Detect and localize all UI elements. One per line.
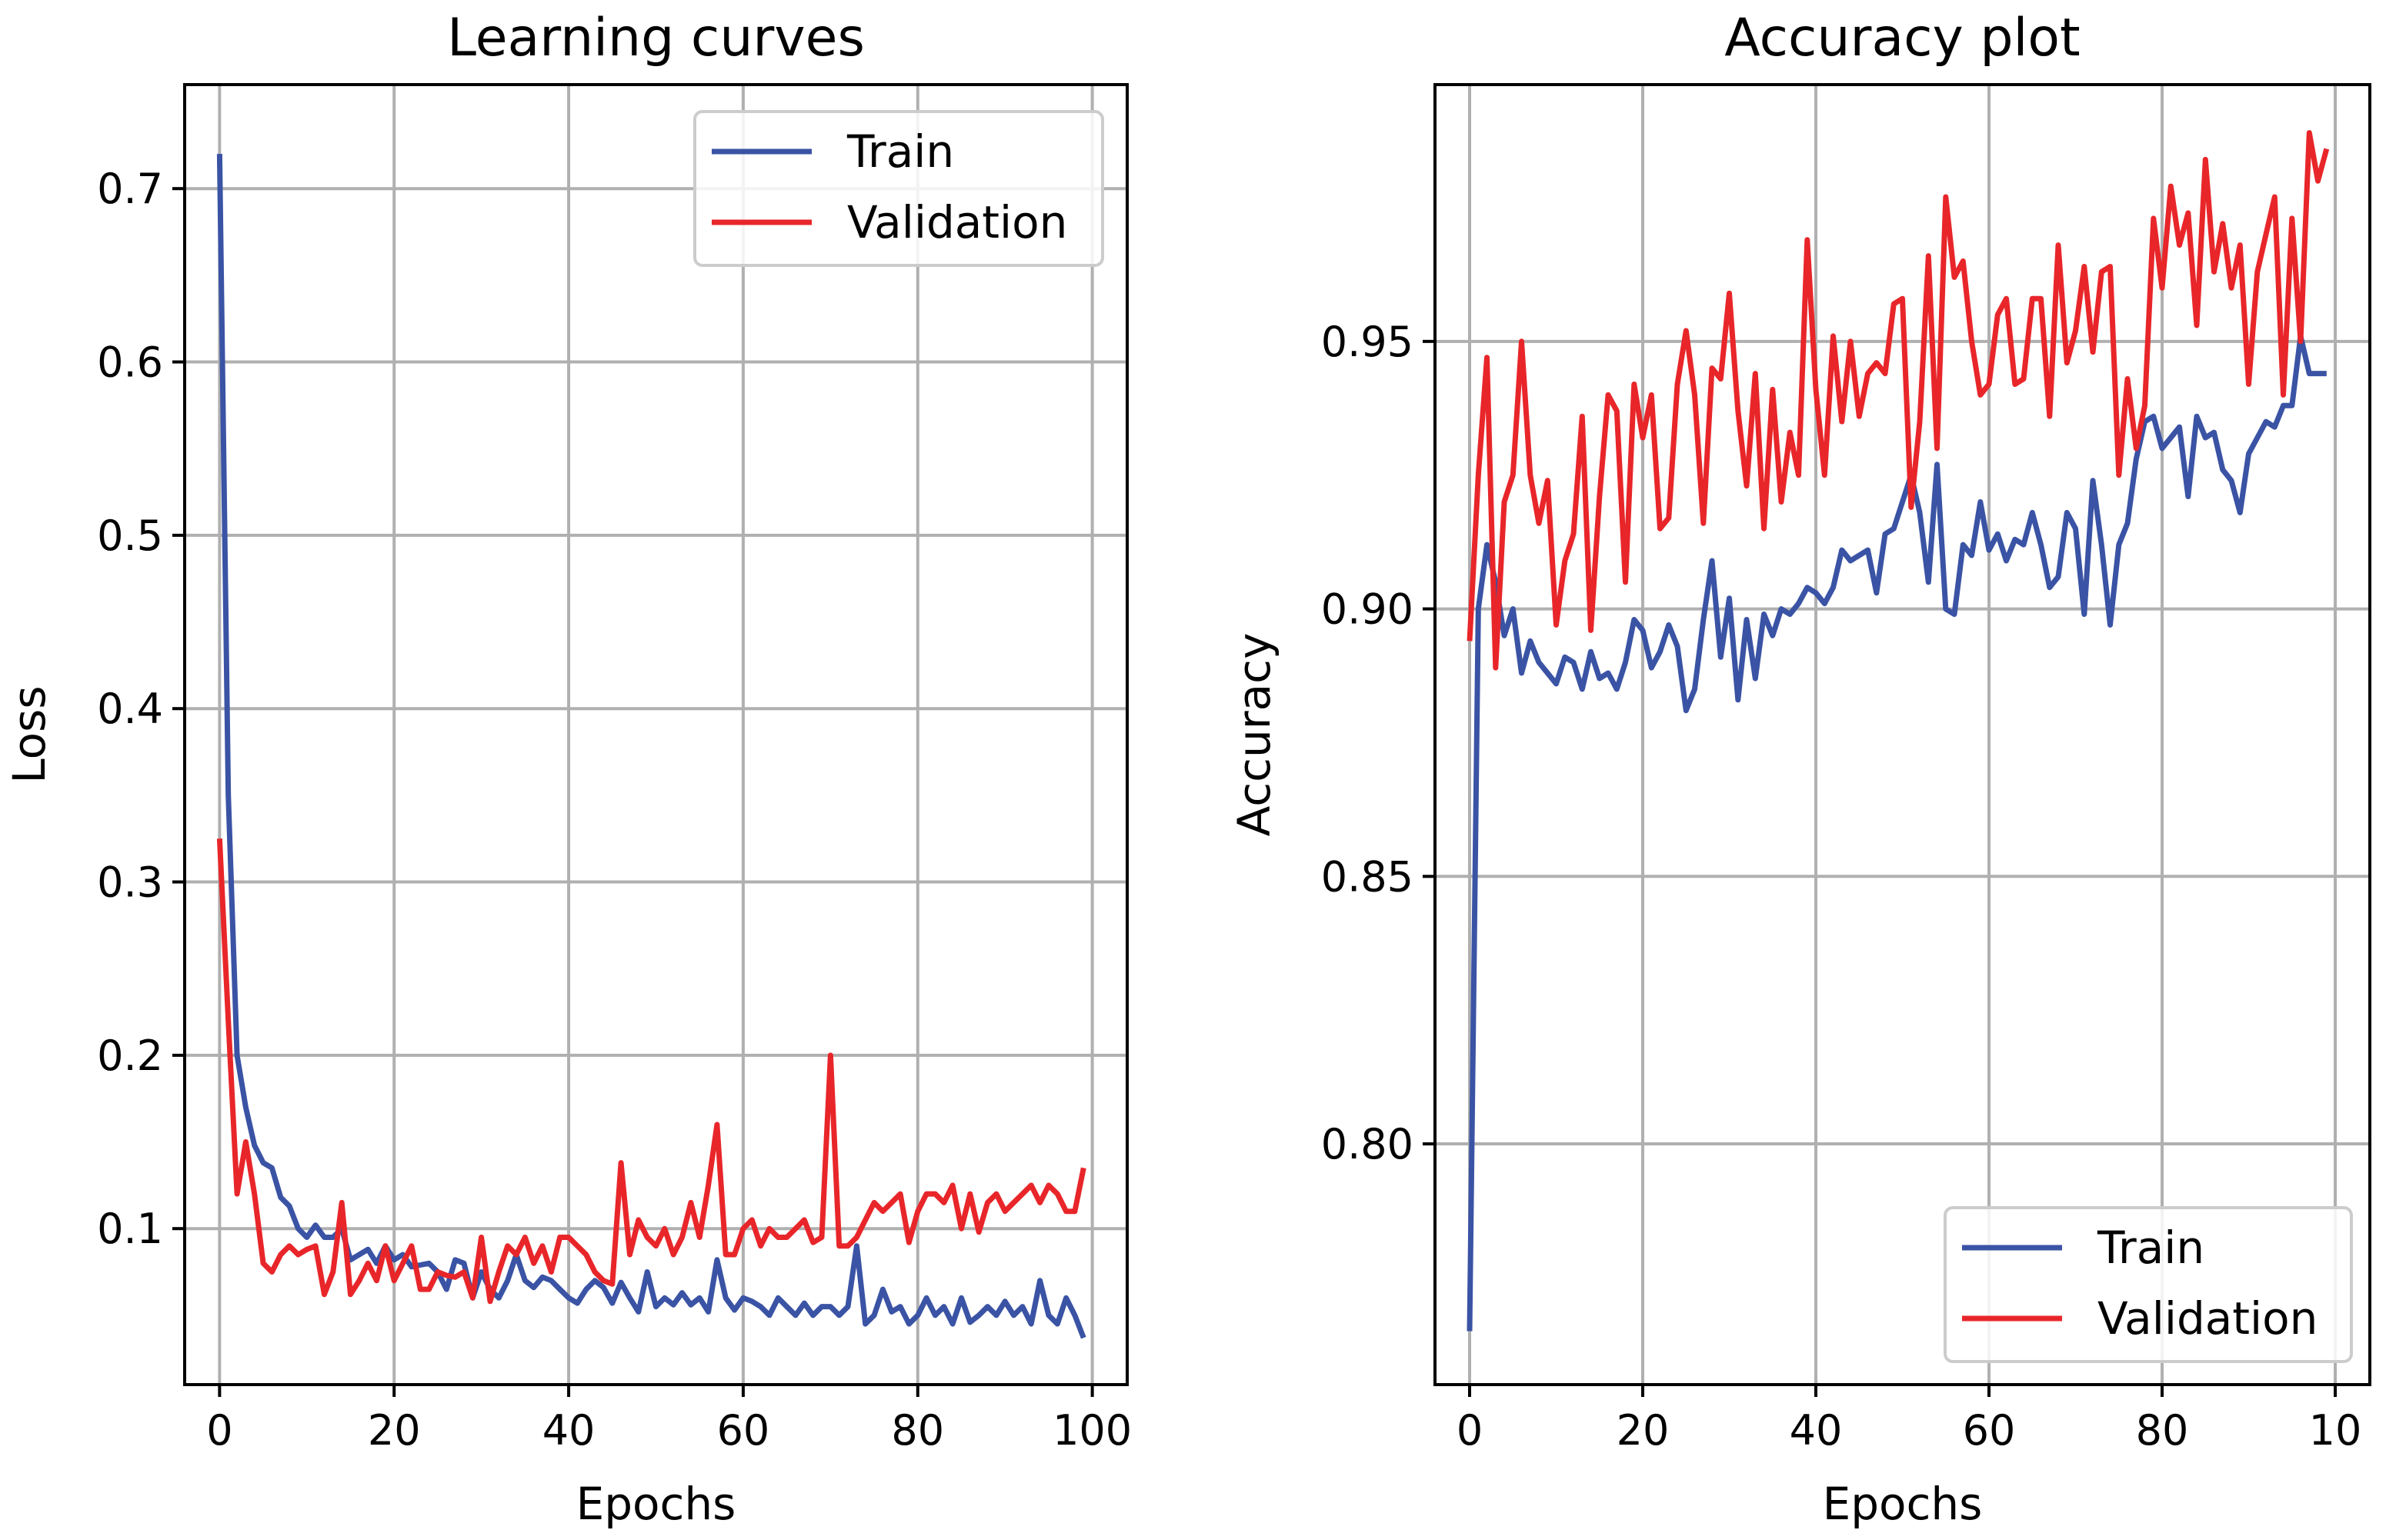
- x-axis-label: Epochs: [576, 1478, 736, 1530]
- learning-curves-chart: 0 20 40 60 80 100 0.1 0.2 0.3 0.4 0.5 0.6 0.7 Learnin…: [3, 8, 1132, 1530]
- series-line-train: [216, 154, 1086, 1339]
- plot-frame: [183, 83, 1129, 1386]
- x-tick-label: 40: [542, 1406, 596, 1455]
- x-tick-label: 0: [1457, 1406, 1483, 1455]
- y-tick-label: 0.90: [1321, 585, 1413, 634]
- y-tick-label: 0.85: [1321, 852, 1413, 901]
- x-tick-label: 20: [368, 1406, 421, 1455]
- y-tick-label: 0.6: [97, 338, 163, 387]
- x-tick-label: 10: [2309, 1406, 2362, 1455]
- x-tick-label: 60: [1963, 1406, 2016, 1455]
- series-line-train: [1467, 333, 2327, 1332]
- legend-label-validation: Validation: [2097, 1292, 2318, 1345]
- y-tick-label: 0.4: [97, 685, 163, 733]
- series-line-validation: [1467, 130, 2330, 671]
- x-axis-label: Epochs: [1823, 1478, 1983, 1530]
- plot-frame: [1433, 83, 2371, 1386]
- y-axis-label: Accuracy: [1228, 633, 1280, 837]
- y-tick-label: 0.5: [97, 512, 163, 560]
- x-tick-label: 40: [1790, 1406, 1843, 1455]
- y-tick-label: 0.7: [97, 165, 163, 213]
- x-tick-label: 20: [1617, 1406, 1670, 1455]
- legend-label-train: Train: [846, 125, 954, 178]
- chart-title: Learning curves: [447, 8, 865, 68]
- y-axis-label: Loss: [3, 685, 55, 783]
- legend-label-train: Train: [2097, 1222, 2204, 1274]
- x-tick-label: 60: [717, 1406, 770, 1455]
- chart-title: Accuracy plot: [1724, 8, 2080, 68]
- accuracy-plot-chart: 0 20 40 60 80 10 0.80 0.85 0.90 0.95 Accuracy plot…: [1228, 8, 2371, 1530]
- y-tick-label: 0.3: [97, 858, 163, 907]
- legend: Train Validation: [693, 110, 1104, 267]
- y-tick-label: 0.95: [1321, 318, 1413, 366]
- x-tick-label: 80: [891, 1406, 944, 1455]
- y-tick-label: 0.2: [97, 1032, 163, 1080]
- y-tick-label: 0.1: [97, 1205, 163, 1253]
- legend: Train Validation: [1944, 1206, 2353, 1363]
- y-tick-label: 0.80: [1321, 1120, 1413, 1168]
- legend-label-validation: Validation: [847, 196, 1067, 248]
- x-tick-label: 100: [1053, 1406, 1132, 1455]
- series-line-validation: [216, 838, 1086, 1305]
- x-tick-label: 80: [2136, 1406, 2189, 1455]
- x-tick-label: 0: [206, 1406, 232, 1455]
